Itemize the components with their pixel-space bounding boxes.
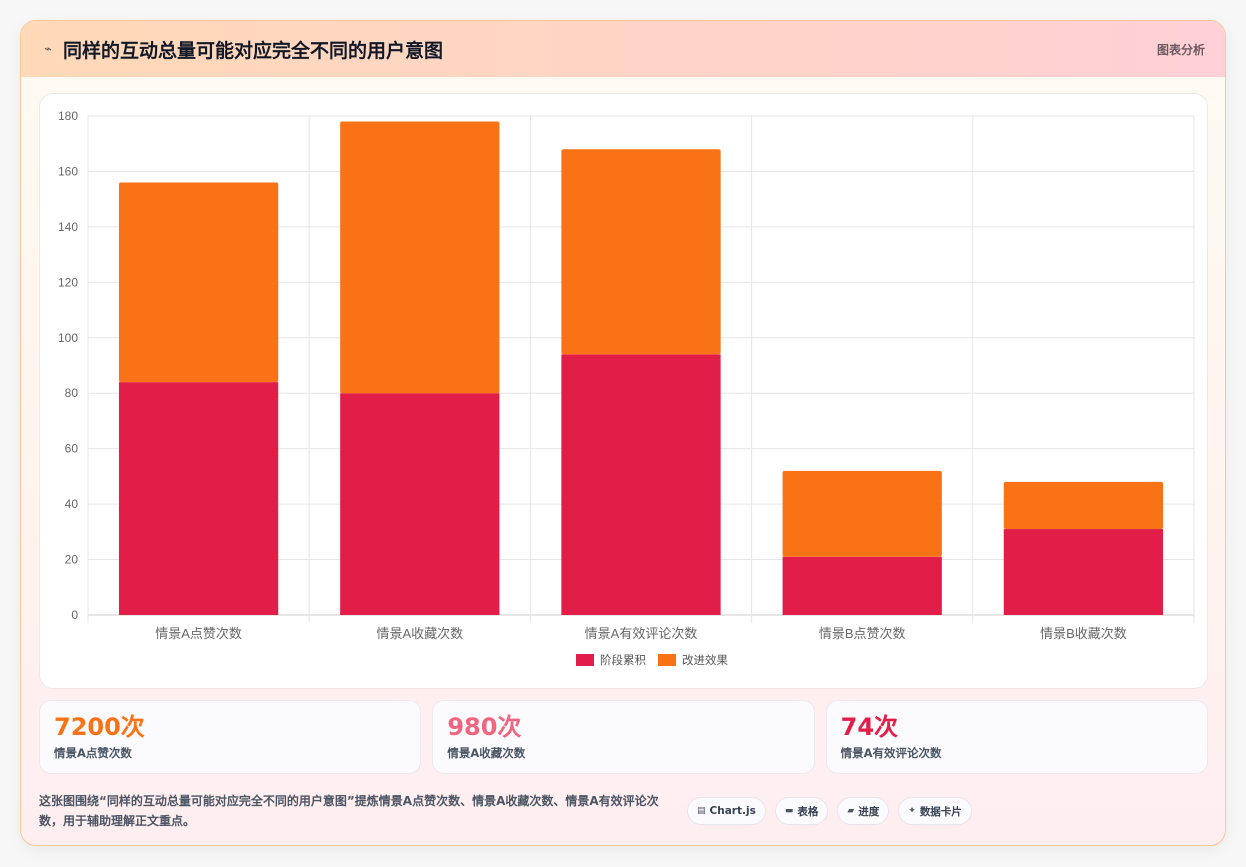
stat-card-favorites: 980次 情景A收藏次数 (432, 700, 815, 774)
bar-improve (118, 182, 279, 383)
bar-stage (782, 556, 942, 615)
bar-stage (1003, 529, 1164, 615)
bar-stage (340, 393, 500, 615)
chart-card: ⌁ 同样的互动总量可能对应完全不同的用户意图 图表分析 0 20 40 60 80 100… (20, 20, 1226, 846)
tag-label: 数据卡片 (919, 805, 962, 818)
y-tick-label: 40 (65, 497, 79, 511)
y-tick-label: 20 (65, 553, 79, 567)
stacked-bar-chart: 0 20 40 60 80 100 120 140 160 180 情景A点赞次数 情景A收藏次数 情景… (58, 109, 1195, 667)
bar-improve (340, 121, 500, 394)
stat-cards: 7200次 情景A点赞次数 980次 情景A收藏次数 74次 情景A有效评论次数 (39, 700, 1208, 774)
page-title: 同样的互动总量可能对应完全不同的用户意图 (63, 39, 444, 62)
stat-label: 情景A有效评论次数 (840, 746, 942, 760)
y-tick-label: 60 (65, 442, 79, 456)
legend-swatch (576, 654, 594, 666)
legend-label: 阶段累积 (600, 653, 646, 667)
tag-progress[interactable]: ▰ 进度 (837, 797, 890, 825)
stat-label: 情景A收藏次数 (447, 746, 526, 760)
y-tick-label: 160 (58, 164, 78, 178)
x-tick-label: 情景A有效评论次数 (585, 626, 698, 641)
card-header: ⌁ 同样的互动总量可能对应完全不同的用户意图 图表分析 (21, 21, 1225, 77)
tag-label: 进度 (858, 805, 880, 818)
y-tick-label: 180 (58, 109, 78, 123)
stat-value: 74次 (840, 713, 899, 741)
bar-stage (561, 354, 721, 615)
sparkle-icon: ✦ (908, 806, 916, 816)
stat-card-comments: 74次 情景A有效评论次数 (825, 700, 1208, 774)
chart-icon: ▤ (697, 806, 706, 816)
bar-improve (561, 149, 721, 355)
x-tick-label: 情景A点赞次数 (155, 626, 242, 641)
stat-label: 情景A点赞次数 (54, 746, 132, 760)
y-tick-label: 140 (58, 220, 78, 234)
y-tick-label: 0 (71, 608, 78, 622)
legend-label: 改进效果 (682, 653, 728, 667)
bar-improve (1003, 481, 1164, 530)
chart-panel: 0 20 40 60 80 100 120 140 160 180 情景A点赞次数 情景A收藏次数 情景… (39, 93, 1208, 689)
x-tick-label: 情景B收藏次数 (1040, 626, 1127, 641)
pin-icon: ⌁ (44, 41, 52, 57)
tag-label: 表格 (797, 805, 819, 818)
x-tick-label: 情景B点赞次数 (819, 626, 906, 641)
header-title-group: ⌁ 同样的互动总量可能对应完全不同的用户意图 (41, 36, 443, 63)
chart-analysis-badge: 图表分析 (1156, 42, 1205, 57)
tag-label: Chart.js (709, 805, 756, 817)
bar-improve (782, 470, 942, 557)
bar-stage (118, 382, 279, 615)
x-tick-label: 情景A收藏次数 (376, 626, 463, 641)
footer-description: 这张图围绕“同样的互动总量可能对应完全不同的用户意图”提炼情景A点赞次数、情景A… (39, 794, 659, 828)
table-icon: ▬ (784, 806, 794, 816)
stat-value: 7200次 (54, 713, 145, 741)
y-tick-label: 120 (58, 275, 78, 289)
y-tick-label: 80 (65, 386, 79, 400)
legend-swatch (658, 654, 676, 666)
stat-card-likes: 7200次 情景A点赞次数 (39, 700, 422, 774)
footer: 这张图围绕“同样的互动总量可能对应完全不同的用户意图”提炼情景A点赞次数、情景A… (39, 789, 1208, 833)
tag-data-card[interactable]: ✦ 数据卡片 (898, 797, 972, 825)
y-tick-label: 100 (58, 331, 78, 345)
progress-icon: ▰ (847, 806, 855, 816)
tag-list: ▤ Chart.js ▬ 表格 ▰ 进度 ✦ 数据卡片 (687, 797, 972, 825)
tag-table[interactable]: ▬ 表格 (774, 797, 829, 825)
stat-value: 980次 (447, 713, 522, 741)
tag-chartjs[interactable]: ▤ Chart.js (687, 797, 766, 825)
